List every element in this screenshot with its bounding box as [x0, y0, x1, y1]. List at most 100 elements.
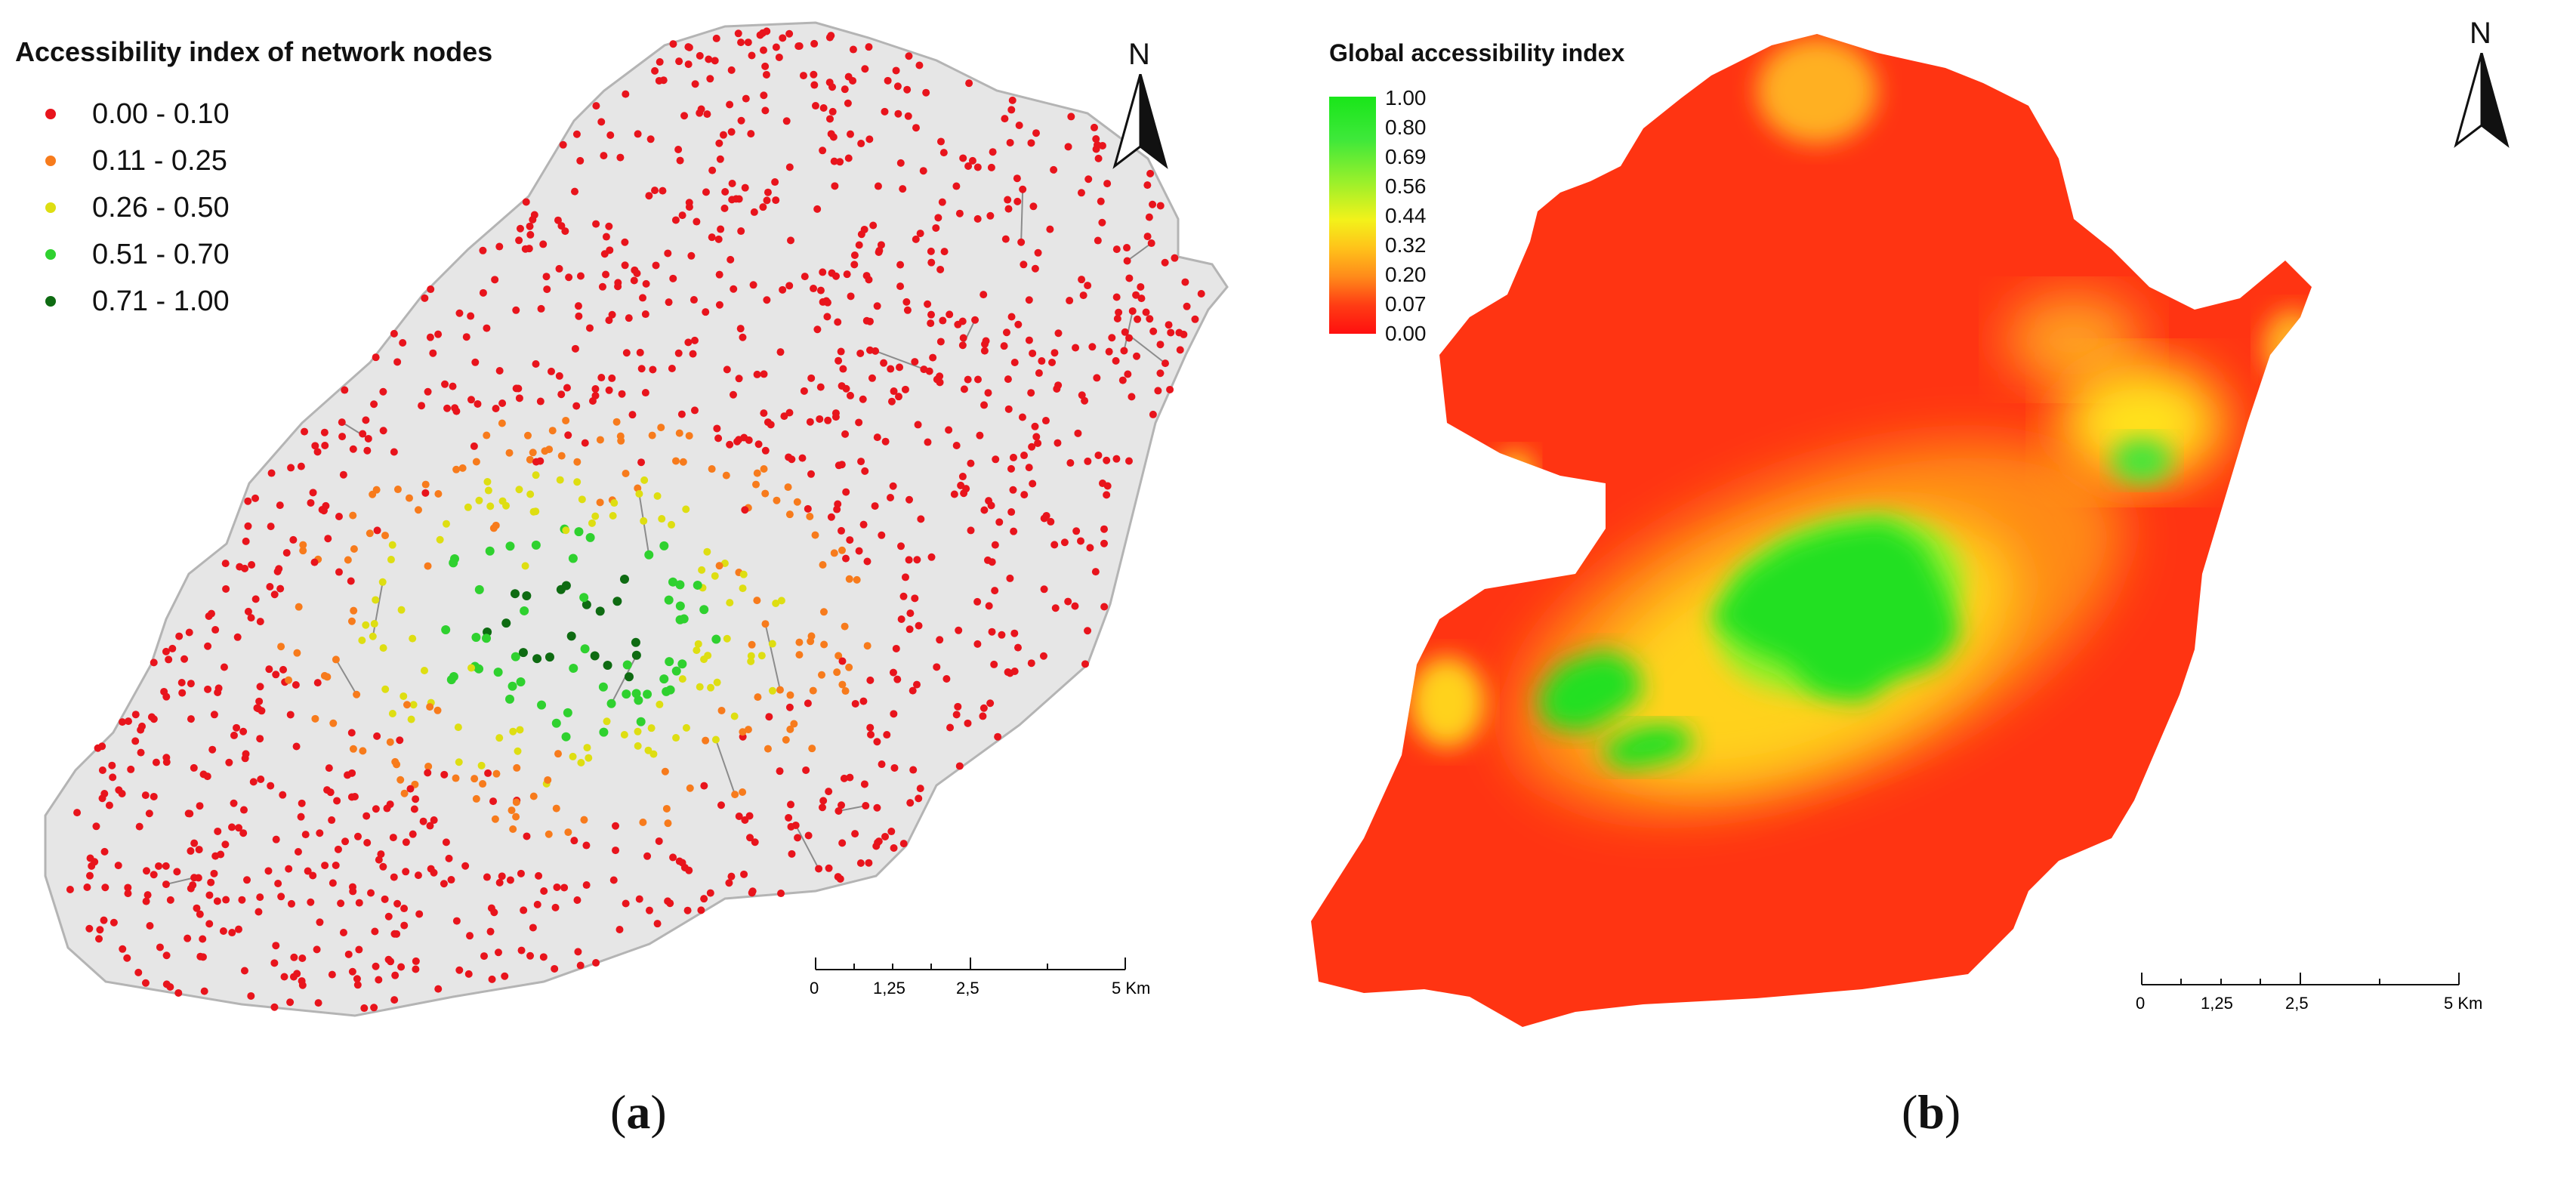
- network-node: [1143, 181, 1152, 190]
- network-node: [1007, 106, 1016, 114]
- network-node: [162, 951, 171, 960]
- network-node: [662, 804, 671, 813]
- network-node: [372, 805, 380, 813]
- scale-tick-2-a: 2,5: [956, 979, 979, 998]
- network-node: [845, 663, 853, 671]
- network-node: [693, 580, 702, 590]
- network-node: [684, 60, 693, 69]
- network-node: [971, 316, 979, 324]
- network-node: [200, 987, 208, 995]
- network-node: [344, 771, 352, 779]
- network-node: [717, 706, 726, 714]
- network-node: [556, 476, 564, 484]
- network-node: [753, 597, 761, 605]
- network-node: [494, 948, 502, 957]
- network-node: [1165, 321, 1173, 329]
- network-node: [862, 272, 871, 280]
- network-node: [831, 182, 839, 190]
- network-node: [1134, 315, 1142, 323]
- network-node: [759, 203, 767, 211]
- network-node: [807, 470, 815, 478]
- network-node: [729, 390, 737, 399]
- network-node: [846, 536, 854, 544]
- network-node: [857, 458, 865, 466]
- network-node: [924, 438, 932, 446]
- network-node: [314, 999, 322, 1007]
- network-node: [700, 895, 708, 903]
- network-node: [337, 899, 345, 908]
- network-node: [276, 501, 284, 510]
- network-node: [409, 634, 417, 643]
- network-node: [578, 495, 586, 504]
- network-node: [364, 434, 372, 443]
- network-node: [647, 724, 656, 732]
- network-node: [472, 458, 480, 466]
- network-node: [739, 788, 747, 796]
- network-node: [761, 62, 770, 70]
- network-node: [427, 285, 435, 294]
- network-node: [1010, 629, 1019, 637]
- network-node: [1113, 314, 1121, 322]
- network-node: [865, 135, 874, 143]
- network-node: [285, 676, 293, 684]
- network-node: [689, 350, 697, 358]
- network-node: [1079, 291, 1087, 300]
- network-node: [353, 975, 361, 983]
- network-node: [1147, 239, 1155, 248]
- network-node: [205, 920, 214, 928]
- network-node: [466, 932, 474, 940]
- network-node: [1176, 346, 1184, 354]
- network-node: [298, 981, 307, 989]
- network-node: [397, 963, 406, 971]
- network-node: [491, 276, 499, 284]
- network-node: [1093, 374, 1101, 382]
- network-node: [328, 970, 336, 979]
- network-node: [266, 582, 274, 591]
- network-node: [649, 750, 658, 758]
- network-node: [495, 242, 504, 251]
- network-node: [912, 235, 920, 243]
- network-node: [760, 91, 768, 100]
- network-node: [819, 146, 827, 155]
- network-node: [479, 246, 487, 254]
- network-node: [1004, 375, 1012, 384]
- ramp-label-6: 0.20: [1385, 263, 1427, 286]
- network-node: [772, 600, 780, 608]
- network-node: [274, 879, 282, 887]
- network-node: [779, 285, 787, 294]
- network-node: [276, 584, 285, 593]
- network-node: [634, 695, 643, 705]
- network-node: [764, 188, 772, 196]
- network-node: [873, 433, 881, 442]
- network-node: [222, 584, 230, 593]
- network-node: [539, 953, 548, 961]
- network-node: [896, 282, 905, 291]
- network-node: [745, 834, 754, 842]
- network-node: [1013, 174, 1021, 183]
- network-node: [685, 203, 693, 211]
- ramp-label-7: 0.07: [1385, 292, 1427, 316]
- network-node: [809, 686, 817, 695]
- network-node: [964, 375, 972, 384]
- network-node: [1112, 455, 1121, 463]
- network-node: [919, 167, 927, 175]
- network-node: [190, 839, 199, 847]
- network-node: [536, 397, 545, 406]
- network-node: [1008, 96, 1017, 104]
- network-node: [871, 502, 879, 510]
- network-node: [526, 230, 535, 239]
- network-node: [566, 631, 576, 641]
- network-node: [569, 752, 577, 760]
- network-node: [624, 672, 634, 682]
- network-node: [1094, 154, 1103, 162]
- network-node: [955, 626, 963, 634]
- network-node: [282, 549, 291, 557]
- network-node: [569, 663, 578, 673]
- network-node: [373, 526, 381, 535]
- network-node: [1128, 393, 1136, 401]
- network-node: [835, 356, 843, 365]
- network-node: [366, 529, 374, 538]
- network-node: [1156, 202, 1165, 210]
- network-node: [989, 148, 997, 156]
- network-node: [162, 980, 171, 988]
